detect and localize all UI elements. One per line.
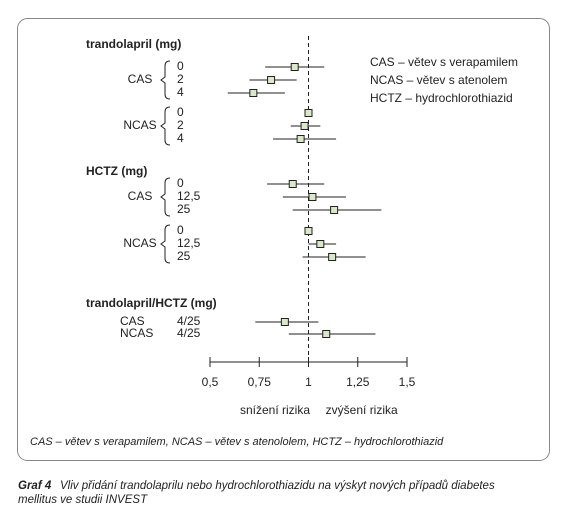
estimate-marker: [280, 318, 289, 326]
row-label: 4: [177, 131, 184, 145]
legend-entry: NCAS – větev s atenolem: [370, 73, 507, 87]
row-label: 25: [177, 249, 191, 263]
row-label: 0: [177, 105, 184, 119]
estimate-marker: [304, 227, 313, 235]
estimate-marker: [330, 206, 339, 214]
row-label: 12,5: [177, 236, 201, 250]
x-tick-label: 1,25: [346, 375, 370, 389]
legend-entry: HCTZ – hydrochlorothiazid: [370, 91, 513, 105]
caption: Vliv přidání trandolaprilu nebo hydrochl…: [60, 480, 495, 492]
group-title: trandolapril/HCTZ (mg): [86, 296, 217, 310]
group-title: HCTZ (mg): [86, 164, 147, 178]
subgroup-label: CAS: [128, 72, 153, 86]
estimate-marker: [328, 253, 337, 261]
row-label: 2: [177, 118, 184, 132]
x-tick-label: 0,5: [202, 375, 219, 389]
row-label: 25: [177, 202, 191, 216]
caption: mellitus ve studii INVEST: [18, 494, 148, 506]
row-label: 0: [177, 176, 184, 190]
x-tick-label: 0,75: [248, 375, 272, 389]
x-tick-label: 1: [305, 375, 312, 389]
estimate-marker: [316, 240, 325, 248]
bracket: [160, 106, 171, 146]
estimate-marker: [267, 76, 276, 84]
estimate-marker: [249, 89, 258, 97]
row-label: 2: [177, 72, 184, 86]
row-label: 4: [177, 85, 184, 99]
bracket: [160, 224, 171, 264]
x-tick-label: 1,5: [399, 375, 416, 389]
estimate-marker: [308, 193, 317, 201]
group-title: trandolapril (mg): [86, 37, 181, 51]
legend-entry: CAS – větev s verapamilem: [370, 55, 518, 69]
estimate-marker: [288, 180, 297, 188]
subgroup-label: CAS: [120, 314, 145, 328]
axis-note: zvýšení rizika: [326, 403, 398, 417]
footnote: CAS – větev s verapamilem, NCAS – větev …: [30, 436, 444, 448]
estimate-marker: [300, 122, 309, 130]
estimate-marker: [304, 109, 313, 117]
bracket: [160, 60, 171, 100]
row-label: 4/25: [177, 314, 201, 328]
bracket: [160, 177, 171, 217]
caption-label: Graf 4: [18, 480, 52, 492]
frame: [17, 18, 550, 461]
subgroup-label: NCAS: [123, 236, 156, 250]
estimate-marker: [322, 330, 331, 338]
estimate-marker: [296, 135, 305, 143]
subgroup-label: NCAS: [123, 118, 156, 132]
row-label: 0: [177, 223, 184, 237]
row-label: 0: [177, 59, 184, 73]
axis-note: snížení rizika: [240, 403, 310, 417]
subgroup-label: NCAS: [120, 326, 153, 340]
subgroup-label: CAS: [128, 189, 153, 203]
estimate-marker: [290, 63, 299, 71]
row-label: 12,5: [177, 189, 201, 203]
row-label: 4/25: [177, 326, 201, 340]
